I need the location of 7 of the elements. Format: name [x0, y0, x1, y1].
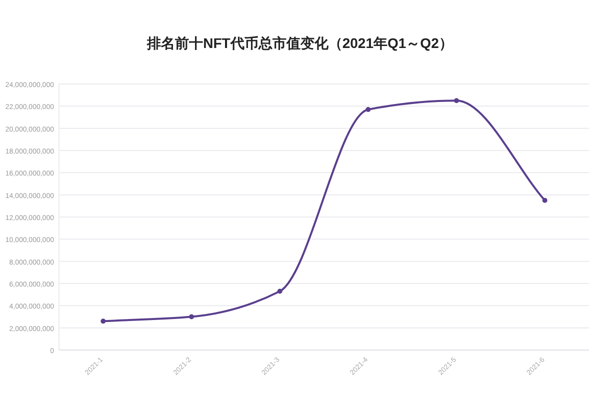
- point: [454, 98, 459, 104]
- point: [189, 314, 194, 320]
- chart-title: 排名前十NFT代币总市值变化（2021年Q1～Q2）: [146, 35, 453, 51]
- point: [277, 288, 282, 294]
- point: [542, 198, 548, 203]
- point: [366, 106, 371, 112]
- point: [100, 318, 106, 324]
